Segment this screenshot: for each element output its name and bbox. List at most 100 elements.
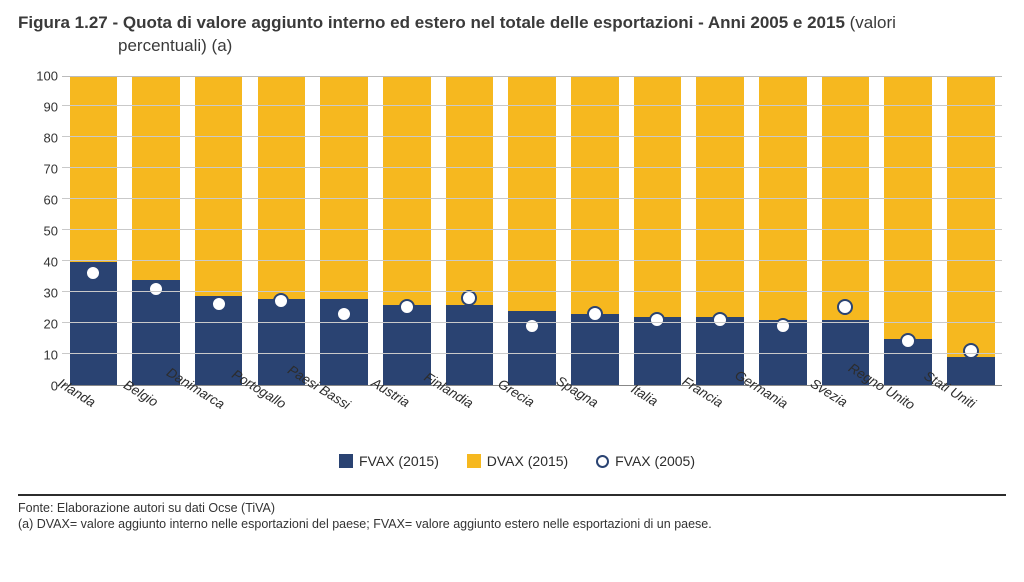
footnotes: Fonte: Elaborazione autori su dati Ocse … [18,494,1006,533]
bar-slot [313,77,376,385]
y-tick-label: 20 [28,316,58,331]
bar-stack [383,77,431,385]
gridline [62,229,1002,230]
gridline [62,260,1002,261]
bar-segment-dvax [947,77,995,357]
y-tick-label: 50 [28,223,58,238]
bar-slot [563,77,626,385]
bar-segment-dvax [446,77,494,305]
y-tick-label: 90 [28,99,58,114]
bar-segment-dvax [571,77,619,314]
marker-fvax2005 [963,343,979,359]
bar-slot [187,77,250,385]
bar-stack [258,77,306,385]
title-suffix: (valori [845,13,896,32]
gridline [62,105,1002,106]
bar-segment-dvax [884,77,932,339]
plot-area [62,76,1002,386]
legend-item-fvax: FVAX (2015) [339,453,439,469]
legend-swatch-dvax [467,454,481,468]
footnote-source: Fonte: Elaborazione autori su dati Ocse … [18,500,1006,516]
bar-segment-fvax [446,305,494,385]
bar-stack [132,77,180,385]
marker-fvax2005 [837,299,853,315]
bar-slot [501,77,564,385]
x-axis-labels: IrlandaBelgioDanimarcaPortogalloPaesi Ba… [62,390,1002,450]
bar-segment-dvax [508,77,556,311]
marker-fvax2005 [712,312,728,328]
marker-fvax2005 [273,293,289,309]
y-tick-label: 100 [28,68,58,83]
y-tick-label: 70 [28,161,58,176]
marker-fvax2005 [649,312,665,328]
legend-label-fvax2005: FVAX (2005) [615,453,695,469]
bar-segment-dvax [195,77,243,296]
bar-slot [689,77,752,385]
title-main: Quota di valore aggiunto interno ed este… [123,13,845,32]
legend-item-dvax: DVAX (2015) [467,453,568,469]
footnote-note: (a) DVAX= valore aggiunto interno nelle … [18,516,1006,532]
bar-stack [634,77,682,385]
bar-slot [62,77,125,385]
title-prefix: Figura 1.27 - [18,13,123,32]
bar-segment-dvax [320,77,368,299]
bar-slot [250,77,313,385]
legend-item-fvax2005: FVAX (2005) [596,453,695,469]
gridline [62,136,1002,137]
bars-container [62,77,1002,385]
bar-segment-fvax [571,314,619,385]
gridline [62,167,1002,168]
gridline [62,198,1002,199]
marker-fvax2005 [461,290,477,306]
marker-fvax2005 [85,265,101,281]
marker-fvax2005 [775,318,791,334]
bar-segment-dvax [383,77,431,305]
y-tick-label: 10 [28,347,58,362]
bar-stack [508,77,556,385]
marker-fvax2005 [524,318,540,334]
bar-slot [626,77,689,385]
y-tick-label: 60 [28,192,58,207]
bar-slot [375,77,438,385]
legend-label-fvax: FVAX (2015) [359,453,439,469]
title-line2: percentuali) (a) [118,35,1006,58]
y-tick-label: 30 [28,285,58,300]
gridline [62,353,1002,354]
bar-stack [571,77,619,385]
marker-fvax2005 [900,333,916,349]
legend-swatch-fvax [339,454,353,468]
bar-segment-dvax [258,77,306,299]
legend-label-dvax: DVAX (2015) [487,453,568,469]
bar-slot [814,77,877,385]
legend-swatch-fvax2005 [596,455,609,468]
bar-slot [751,77,814,385]
bar-slot [877,77,940,385]
gridline [62,291,1002,292]
bar-stack [696,77,744,385]
bar-slot [438,77,501,385]
bar-segment-dvax [132,77,180,280]
bar-slot [939,77,1002,385]
bar-slot [125,77,188,385]
bar-stack [446,77,494,385]
bar-stack [70,77,118,385]
marker-fvax2005 [336,306,352,322]
bar-stack [822,77,870,385]
bar-segment-fvax [383,305,431,385]
y-tick-label: 80 [28,130,58,145]
marker-fvax2005 [399,299,415,315]
marker-fvax2005 [148,281,164,297]
bar-stack [195,77,243,385]
marker-fvax2005 [211,296,227,312]
figure-title: Figura 1.27 - Quota di valore aggiunto i… [18,12,1006,58]
bar-stack [947,77,995,385]
chart: 0 10 20 30 40 50 60 70 80 90 100 IrlandaBelgioDani… [22,70,1012,490]
bar-stack [759,77,807,385]
bar-segment-fvax [947,357,995,385]
legend: FVAX (2015) DVAX (2015) FVAX (2005) [22,452,1012,469]
marker-fvax2005 [587,306,603,322]
y-tick-label: 0 [28,378,58,393]
gridline [62,322,1002,323]
bar-stack [320,77,368,385]
y-tick-label: 40 [28,254,58,269]
